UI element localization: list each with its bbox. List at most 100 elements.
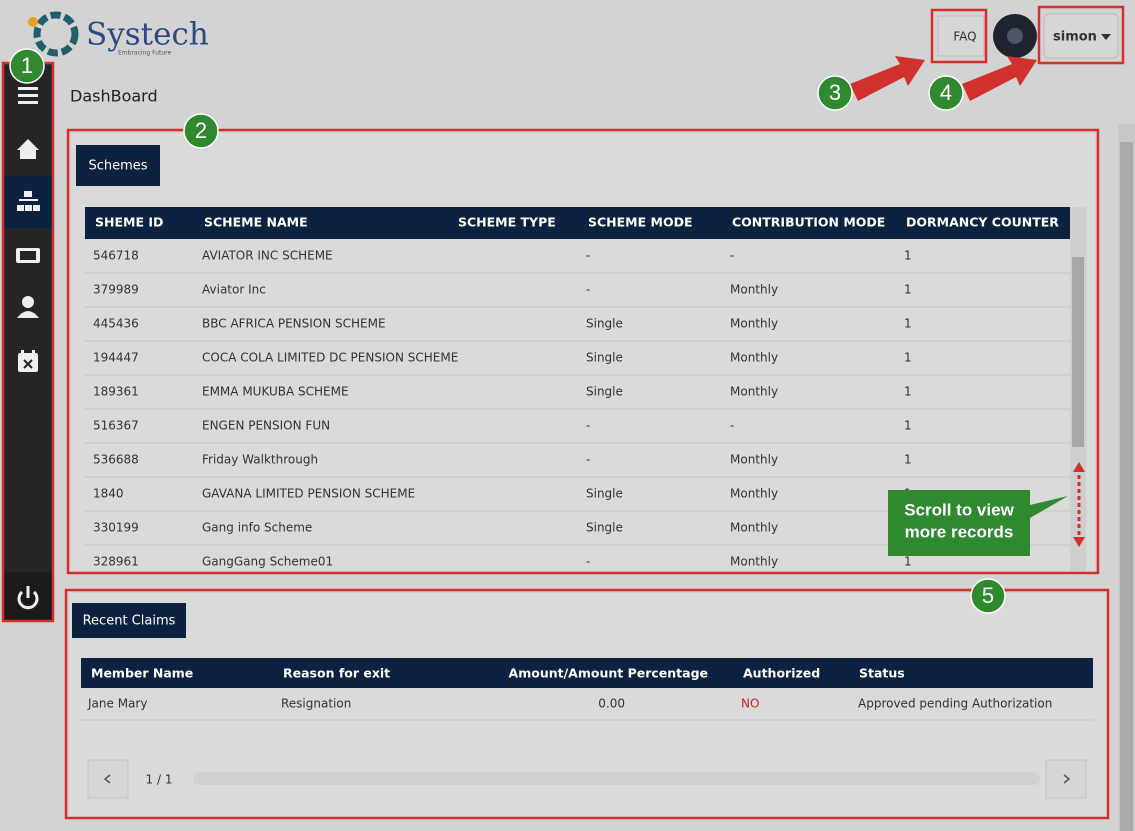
schemes-tab[interactable] bbox=[76, 145, 160, 186]
scroll-arrow-up bbox=[1073, 462, 1085, 472]
callout-number: 3 bbox=[829, 80, 841, 105]
cell: 445436 bbox=[93, 317, 139, 331]
schemes-tab-label[interactable]: Schemes bbox=[88, 159, 147, 174]
pager-label: 1 / 1 bbox=[146, 773, 173, 787]
highlight-claims bbox=[64, 588, 1110, 820]
cell: Resignation bbox=[281, 697, 351, 711]
cell: NO bbox=[741, 697, 759, 711]
claims-tab-label[interactable]: Recent Claims bbox=[83, 614, 176, 629]
column-header[interactable]: Authorized bbox=[743, 666, 820, 681]
cell: 1 bbox=[904, 283, 912, 297]
callout-badge bbox=[817, 75, 853, 111]
cell: 1 bbox=[904, 351, 912, 365]
column-header[interactable]: Amount/Amount Percentage bbox=[509, 666, 708, 681]
cell: 536688 bbox=[93, 453, 139, 467]
schemes-header bbox=[85, 207, 1070, 239]
cell: BBC AFRICA PENSION SCHEME bbox=[202, 317, 386, 331]
cell: Single bbox=[586, 521, 623, 535]
user-icon[interactable] bbox=[17, 296, 39, 318]
callout-number: 4 bbox=[940, 80, 952, 105]
column-header[interactable]: DORMANCY COUNTER bbox=[906, 215, 1059, 230]
callout-badge bbox=[183, 113, 219, 149]
logo-tagline: Embracing Future bbox=[118, 50, 171, 57]
menu-icon[interactable] bbox=[18, 87, 38, 104]
cell: - bbox=[586, 283, 590, 297]
user-name[interactable]: simon bbox=[1053, 30, 1097, 45]
cell: Monthly bbox=[730, 317, 778, 331]
logo-text: Systech bbox=[86, 17, 209, 53]
cell: Monthly bbox=[730, 351, 778, 365]
arrow-4 bbox=[962, 56, 1037, 101]
annotations: Scroll to view more records 1 2 3 4 5 bbox=[1, 5, 1125, 820]
column-header[interactable]: SCHEME MODE bbox=[588, 215, 693, 230]
avatar-icon bbox=[1007, 28, 1023, 44]
column-header[interactable]: SHEME ID bbox=[95, 215, 163, 230]
cell: - bbox=[730, 249, 734, 263]
cell: 189361 bbox=[93, 385, 139, 399]
highlight-user bbox=[1037, 5, 1125, 65]
highlight-schemes bbox=[66, 128, 1100, 575]
cell: Single bbox=[586, 385, 623, 399]
logo-ring bbox=[33, 11, 79, 57]
cell: GangGang Scheme01 bbox=[202, 555, 333, 569]
cell: - bbox=[586, 555, 590, 569]
power-icon[interactable] bbox=[17, 586, 39, 610]
column-header[interactable]: SCHEME TYPE bbox=[458, 215, 556, 230]
cell: - bbox=[586, 249, 590, 263]
ticket-icon[interactable] bbox=[16, 248, 40, 263]
faq-label[interactable]: FAQ bbox=[953, 30, 976, 44]
cell: 1 bbox=[904, 317, 912, 331]
cell: 1 bbox=[904, 249, 912, 263]
cell: COCA COLA LIMITED DC PENSION SCHEME bbox=[202, 351, 458, 365]
cell: 1840 bbox=[93, 487, 124, 501]
cell: AVIATOR INC SCHEME bbox=[202, 249, 333, 263]
cell: - bbox=[586, 419, 590, 433]
pager-slider[interactable] bbox=[193, 772, 1040, 785]
cell: 1 bbox=[904, 453, 912, 467]
cell: Single bbox=[586, 317, 623, 331]
cell: 328961 bbox=[93, 555, 139, 569]
highlight-faq bbox=[930, 8, 988, 64]
home-icon[interactable] bbox=[17, 139, 39, 159]
arrow-3 bbox=[850, 56, 925, 101]
cell: 516367 bbox=[93, 419, 139, 433]
callout-number: 5 bbox=[982, 583, 994, 608]
cell: Approved pending Authorization bbox=[858, 697, 1052, 711]
column-header[interactable]: CONTRIBUTION MODE bbox=[732, 215, 885, 230]
sidebar-active bbox=[4, 176, 52, 228]
cell: 194447 bbox=[93, 351, 139, 365]
cell: 1 bbox=[904, 555, 912, 569]
faq-button[interactable] bbox=[937, 15, 985, 57]
cell: Jane Mary bbox=[87, 697, 147, 711]
scroll-note: more records bbox=[905, 522, 1014, 541]
column-header[interactable]: Status bbox=[859, 666, 905, 681]
cell: Friday Walkthrough bbox=[202, 453, 318, 467]
cell: 546718 bbox=[93, 249, 139, 263]
column-header[interactable]: Reason for exit bbox=[283, 666, 390, 681]
next-arrow bbox=[1063, 774, 1071, 784]
cell: - bbox=[586, 453, 590, 467]
structure-icon[interactable] bbox=[17, 191, 40, 211]
page-scrollbar-thumb[interactable] bbox=[1120, 142, 1133, 831]
column-header[interactable]: Member Name bbox=[91, 666, 193, 681]
scroll-note: Scroll to view bbox=[904, 500, 1014, 519]
cell: 1 bbox=[904, 419, 912, 433]
schemes-body: 546718 AVIATOR INC SCHEME - - 1 379989 Aviator… bbox=[85, 249, 1070, 569]
calendar-icon[interactable] bbox=[18, 350, 38, 372]
cell: Single bbox=[586, 351, 623, 365]
cell: Aviator Inc bbox=[202, 283, 266, 297]
user-menu[interactable] bbox=[1043, 13, 1119, 59]
column-header[interactable]: SCHEME NAME bbox=[204, 215, 308, 230]
prev-arrow bbox=[103, 774, 111, 784]
cell: ENGEN PENSION FUN bbox=[202, 419, 330, 433]
cell: 379989 bbox=[93, 283, 139, 297]
logo-dot bbox=[28, 17, 38, 27]
callout-badge bbox=[928, 75, 964, 111]
note-pointer bbox=[1030, 496, 1068, 518]
table-scrollbar-thumb[interactable] bbox=[1072, 257, 1084, 447]
claims-tab[interactable] bbox=[72, 603, 186, 638]
cell: Monthly bbox=[730, 385, 778, 399]
pager-prev[interactable] bbox=[87, 759, 129, 799]
callout-badge bbox=[9, 48, 45, 84]
pager-next[interactable] bbox=[1045, 759, 1087, 799]
